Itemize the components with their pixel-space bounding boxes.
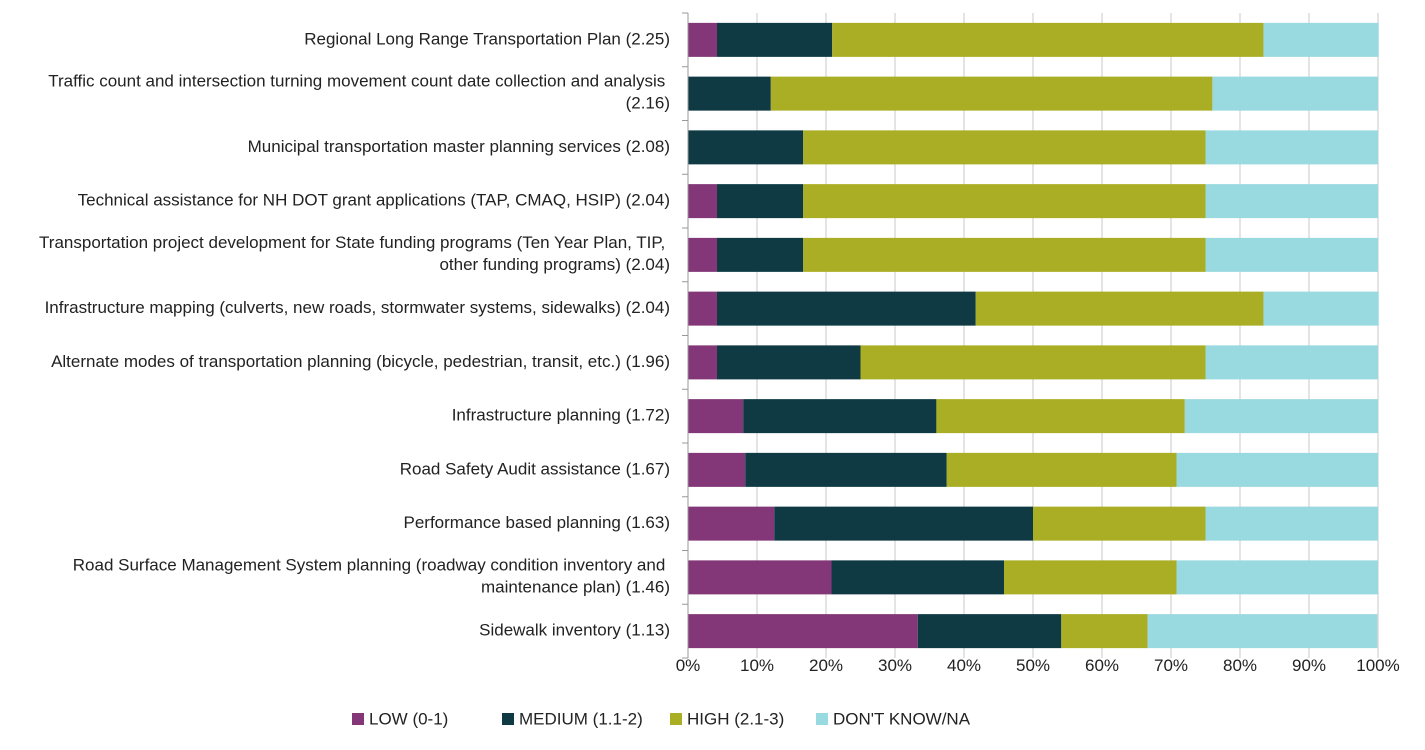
bar-segment bbox=[1176, 560, 1378, 595]
category-label: Technical assistance for NH DOT grant ap… bbox=[78, 191, 670, 210]
legend-swatch bbox=[670, 713, 682, 725]
bar-segment bbox=[688, 291, 717, 326]
bar-segment bbox=[743, 399, 937, 434]
category-label: Infrastructure mapping (culverts, new ro… bbox=[45, 298, 670, 317]
x-tick-label: 10% bbox=[740, 656, 774, 675]
bar-segment bbox=[745, 452, 947, 487]
bar-segment bbox=[1184, 399, 1378, 434]
category-label: Road Safety Audit assistance (1.67) bbox=[400, 459, 670, 478]
bar-segment bbox=[1212, 76, 1378, 111]
bar-segment bbox=[831, 560, 1005, 595]
x-tick-label: 50% bbox=[1016, 656, 1050, 675]
category-label: Road Surface Management System planning … bbox=[73, 556, 670, 597]
bar-segment bbox=[1205, 237, 1378, 272]
bar-segment bbox=[803, 237, 1206, 272]
bar-segment bbox=[716, 184, 804, 219]
bar-segment bbox=[688, 130, 804, 165]
x-tick-label: 90% bbox=[1292, 656, 1326, 675]
category-label: Municipal transportation master planning… bbox=[248, 137, 670, 156]
bar-segment bbox=[1176, 452, 1378, 487]
bar-segment bbox=[975, 291, 1264, 326]
bar-segment bbox=[1205, 506, 1378, 541]
bar-segment bbox=[688, 237, 717, 272]
x-tick-label: 60% bbox=[1085, 656, 1119, 675]
bar-segment bbox=[1205, 345, 1378, 380]
category-label: Infrastructure planning (1.72) bbox=[452, 406, 670, 425]
bar-segment bbox=[688, 184, 717, 219]
bar-segment bbox=[917, 614, 1062, 649]
x-tick-label: 70% bbox=[1154, 656, 1188, 675]
x-tick-label: 40% bbox=[947, 656, 981, 675]
category-label: Performance based planning (1.63) bbox=[404, 513, 671, 532]
bar-segment bbox=[688, 560, 832, 595]
bar-segment bbox=[716, 22, 833, 57]
bar-segment bbox=[688, 399, 744, 434]
bar-segment bbox=[688, 614, 918, 649]
bar-segment bbox=[803, 184, 1206, 219]
x-tick-label: 20% bbox=[809, 656, 843, 675]
category-label: Sidewalk inventory (1.13) bbox=[479, 621, 670, 640]
legend-label: MEDIUM (1.1-2) bbox=[519, 709, 643, 728]
bar-segment bbox=[803, 130, 1206, 165]
bar-segment bbox=[774, 506, 1033, 541]
legend-swatch bbox=[502, 713, 514, 725]
bar-segment bbox=[688, 506, 775, 541]
x-tick-label: 30% bbox=[878, 656, 912, 675]
legend-label: DON'T KNOW/NA bbox=[833, 709, 971, 728]
bar-segment bbox=[1004, 560, 1177, 595]
category-label: Transportation project development for S… bbox=[39, 233, 670, 274]
bar-segment bbox=[688, 452, 746, 487]
bar-segment bbox=[946, 452, 1177, 487]
category-label: Traffic count and intersection turning m… bbox=[48, 72, 670, 113]
bar-segment bbox=[688, 76, 771, 111]
legend-swatch bbox=[352, 713, 364, 725]
bar-segment bbox=[716, 345, 861, 380]
bar-segment bbox=[716, 237, 804, 272]
bar-segment bbox=[832, 22, 1264, 57]
bar-segment bbox=[1061, 614, 1148, 649]
bar-segment bbox=[860, 345, 1206, 380]
legend-label: HIGH (2.1-3) bbox=[687, 709, 784, 728]
x-tick-label: 100% bbox=[1356, 656, 1399, 675]
bar-segment bbox=[1263, 291, 1379, 326]
category-label: Alternate modes of transportation planni… bbox=[51, 352, 670, 371]
bar-segment bbox=[1205, 184, 1378, 219]
bar-segment bbox=[936, 399, 1185, 434]
legend-swatch bbox=[816, 713, 828, 725]
category-label: Regional Long Range Transportation Plan … bbox=[304, 29, 670, 48]
x-tick-label: 0% bbox=[676, 656, 701, 675]
x-tick-label: 80% bbox=[1223, 656, 1257, 675]
bar-segment bbox=[688, 22, 717, 57]
legend-label: LOW (0-1) bbox=[369, 709, 448, 728]
bar-segment bbox=[1147, 614, 1378, 649]
bar-segment bbox=[716, 291, 976, 326]
bar-segment bbox=[688, 345, 717, 380]
bar-segment bbox=[1033, 506, 1206, 541]
bar-segment bbox=[1263, 22, 1379, 57]
bar-segment bbox=[1205, 130, 1378, 165]
bar-segment bbox=[770, 76, 1213, 111]
